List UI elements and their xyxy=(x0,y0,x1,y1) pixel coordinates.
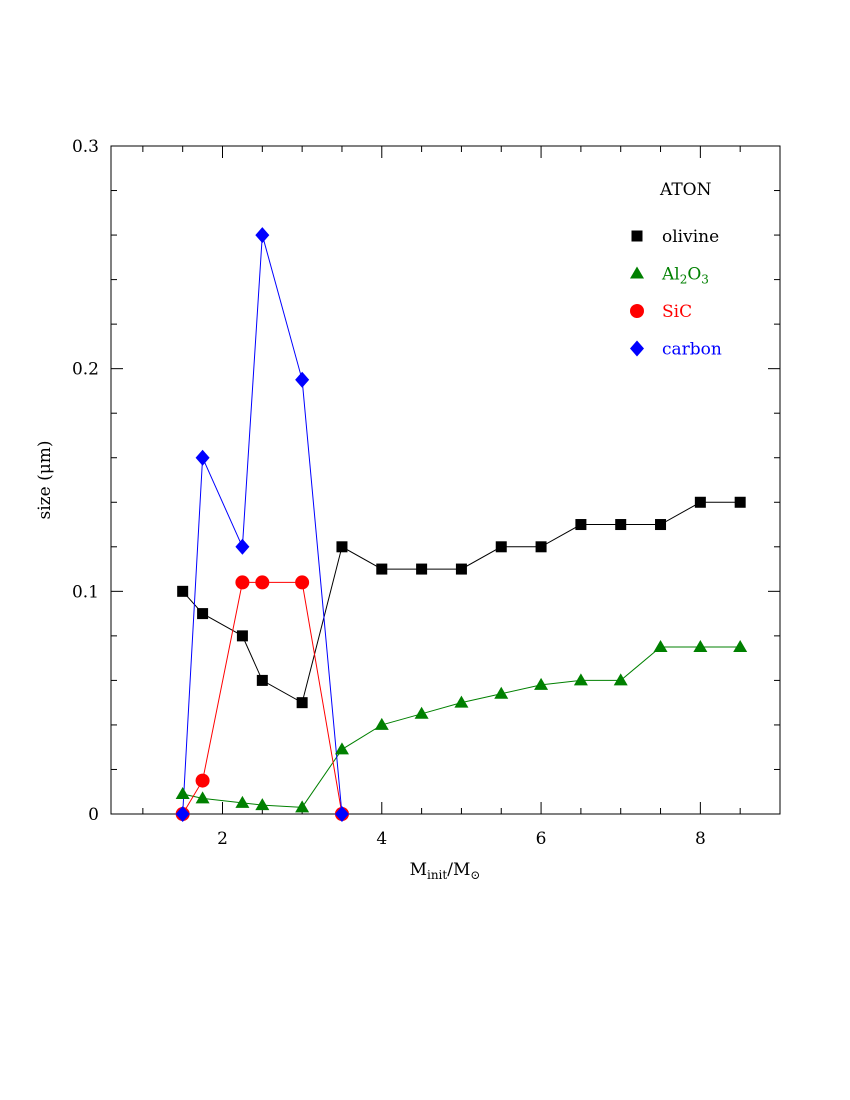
data-point-al2o3 xyxy=(295,800,310,813)
legend-label-olivine: olivine xyxy=(662,227,719,247)
data-point-carbon xyxy=(255,227,270,244)
data-point-al2o3 xyxy=(195,791,210,804)
legend-marker-al2o3 xyxy=(630,266,644,279)
tick-labels: 2 4 6 8 0 0.1 0.2 0.3 xyxy=(72,137,706,849)
data-point-sic xyxy=(295,575,310,590)
legend-title: ATON xyxy=(659,180,712,200)
series-line-al2o3 xyxy=(182,646,741,808)
x-tick-label: 8 xyxy=(695,829,706,849)
axis-ticks xyxy=(111,145,781,815)
x-axis-label: Minit/M⊙ xyxy=(410,860,481,882)
data-point-olivine xyxy=(694,496,706,508)
data-point-olivine xyxy=(734,496,746,508)
data-point-olivine xyxy=(236,630,248,642)
data-point-al2o3 xyxy=(534,677,549,690)
y-tick-label: 0.3 xyxy=(72,137,99,157)
y-axis-label: size (μm) xyxy=(35,440,55,519)
data-point-al2o3 xyxy=(175,786,190,799)
legend-marker-sic xyxy=(630,304,644,318)
data-point-olivine xyxy=(416,563,428,575)
data-point-sic xyxy=(195,773,210,788)
data-point-al2o3 xyxy=(255,798,270,811)
data-point-olivine xyxy=(197,608,209,620)
data-point-al2o3 xyxy=(334,742,349,755)
data-point-olivine xyxy=(256,674,268,686)
data-point-carbon xyxy=(195,449,210,466)
data-point-al2o3 xyxy=(374,717,389,730)
data-point-olivine xyxy=(376,563,388,575)
legend-label-carbon: carbon xyxy=(662,340,722,360)
data-point-al2o3 xyxy=(454,695,469,708)
data-point-al2o3 xyxy=(613,673,628,686)
data-point-sic xyxy=(235,575,250,590)
data-point-al2o3 xyxy=(573,673,588,686)
series-line-carbon xyxy=(182,234,343,815)
data-point-carbon xyxy=(295,371,310,388)
data-point-olivine xyxy=(655,519,667,531)
data-point-olivine xyxy=(535,541,547,553)
data-point-al2o3 xyxy=(653,640,668,652)
legend-label-al2o3: Al2O3 xyxy=(661,265,709,287)
data-point-olivine xyxy=(575,519,587,531)
data-point-al2o3 xyxy=(235,795,250,808)
plot-frame xyxy=(110,145,781,815)
data-point-carbon xyxy=(175,806,190,822)
legend-marker-carbon xyxy=(630,340,644,357)
x-tick-label: 6 xyxy=(536,829,547,849)
data-point-sic xyxy=(255,575,270,590)
data-point-al2o3 xyxy=(733,640,748,652)
y-tick-label: 0.2 xyxy=(72,360,99,380)
data-point-al2o3 xyxy=(494,686,509,699)
legend-marker-olivine xyxy=(631,230,643,242)
x-tick-label: 2 xyxy=(217,829,228,849)
data-point-olivine xyxy=(296,697,308,709)
data-point-olivine xyxy=(615,519,627,531)
data-point-olivine xyxy=(177,585,189,597)
data-point-carbon xyxy=(334,806,349,822)
data-point-carbon xyxy=(235,538,250,555)
legend-label-sic: SiC xyxy=(662,302,692,322)
y-tick-label: 0.1 xyxy=(72,582,99,602)
legend: ATON olivine Al2O3 SiC carbon xyxy=(630,180,722,360)
data-point-al2o3 xyxy=(414,706,429,719)
data-point-al2o3 xyxy=(693,640,708,652)
x-tick-label: 4 xyxy=(376,829,387,849)
y-tick-label: 0 xyxy=(88,805,99,825)
data-point-olivine xyxy=(495,541,507,553)
series-lines xyxy=(182,234,741,815)
data-point-olivine xyxy=(455,563,467,575)
series-line-olivine xyxy=(182,501,741,704)
data-point-olivine xyxy=(336,541,348,553)
series-markers xyxy=(175,227,748,822)
